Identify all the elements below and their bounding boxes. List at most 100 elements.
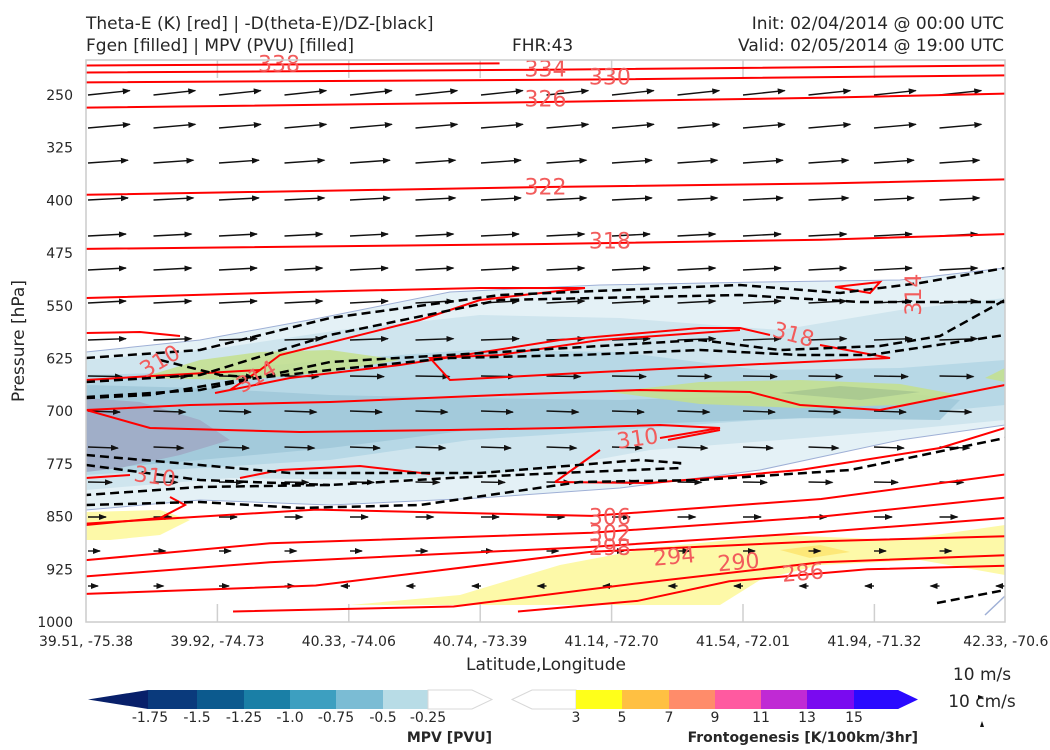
theta-e-contour-286 bbox=[517, 564, 1005, 613]
wind-vector bbox=[677, 408, 711, 415]
wind-vector bbox=[808, 335, 848, 342]
x-tick-label: 39.92, -74.73 bbox=[170, 634, 264, 650]
wind-vector bbox=[1004, 447, 1005, 448]
mpv-colorbar-tick-label: -0.75 bbox=[318, 710, 354, 726]
wind-vector bbox=[808, 265, 848, 272]
wind-vector bbox=[87, 88, 131, 96]
theta-e-contour-306 bbox=[86, 473, 1005, 525]
mpv-colorbar-extend-left bbox=[88, 690, 148, 709]
wind-vector bbox=[218, 444, 250, 451]
contour-label: 302 bbox=[589, 522, 631, 547]
fgen-colorbar-segment bbox=[761, 690, 808, 709]
wind-vector bbox=[677, 157, 719, 164]
wind-vector bbox=[87, 265, 127, 272]
wind-vector bbox=[677, 231, 717, 238]
wind-vector bbox=[873, 444, 905, 451]
wind-vector bbox=[611, 121, 655, 129]
wind-vector bbox=[546, 231, 586, 238]
mpv-fill-core bbox=[86, 398, 230, 472]
wind-vector bbox=[480, 408, 514, 415]
fgen-colorbar-tick-label: 13 bbox=[798, 710, 816, 726]
wind-vector bbox=[939, 265, 979, 272]
mpv-colorbar-label: MPV [PVU] bbox=[407, 730, 492, 746]
y-axis-label: Pressure [hPa] bbox=[9, 280, 29, 402]
theta-e-contour-318 bbox=[86, 233, 1005, 250]
wind-vector bbox=[677, 121, 721, 129]
mpv-fill-strong bbox=[86, 385, 960, 470]
wind-vector bbox=[87, 335, 127, 342]
wind-vector bbox=[87, 373, 123, 380]
chart-title: Theta-E (K) [red] | -D(theta-E)/DZ-[blac… bbox=[86, 13, 434, 57]
wind-vector bbox=[415, 231, 455, 238]
wind-vector bbox=[1004, 127, 1005, 128]
theta-e-contour-302 bbox=[86, 496, 1005, 562]
x-axis-label: Latitude,Longitude bbox=[466, 655, 626, 675]
wind-vector bbox=[1004, 94, 1005, 95]
fgen-colorbar-segment bbox=[715, 690, 762, 709]
time-info: Init: 02/04/2014 @ 00:00 UTC Valid: 02/0… bbox=[738, 13, 1004, 57]
vector-key-horizontal-label: 10 m/s bbox=[953, 665, 1011, 685]
dtheta-e-dz-contour bbox=[86, 453, 682, 497]
contour-label: 318 bbox=[589, 229, 631, 254]
wind-vector bbox=[153, 265, 193, 272]
y-tick-label: 550 bbox=[46, 299, 73, 315]
dtheta-e-dz-contour bbox=[86, 436, 1005, 510]
fgen-colorbar-tick-label: 9 bbox=[711, 710, 720, 726]
contour-label: 290 bbox=[717, 549, 761, 578]
y-axis: 250 325 400 475 550 625 700 775 850 925 1000 bbox=[37, 88, 73, 631]
wind-vector bbox=[87, 157, 129, 164]
wind-vector bbox=[153, 408, 187, 415]
wind-vector bbox=[349, 121, 393, 129]
wind-vector bbox=[808, 121, 852, 129]
wind-vector bbox=[939, 121, 983, 129]
wind-vector bbox=[677, 373, 713, 380]
wind-vector bbox=[284, 298, 324, 305]
x-tick-label: 41.14, -72.70 bbox=[565, 634, 659, 650]
vector-key-vertical-label: 10 cm/s bbox=[948, 692, 1016, 712]
contour-label: 294 bbox=[652, 543, 696, 572]
wind-vector bbox=[808, 444, 840, 451]
contour-label: 314 bbox=[902, 274, 927, 316]
contour-label: 310 bbox=[132, 462, 177, 493]
fgen-colorbar: 3 5 7 9 11 13 15 bbox=[510, 689, 918, 726]
y-tick-label: 625 bbox=[46, 352, 73, 368]
wind-vector bbox=[742, 157, 784, 164]
wind-vector bbox=[153, 88, 197, 96]
wind-vector bbox=[349, 88, 393, 96]
wind-vector bbox=[153, 335, 193, 342]
wind-vector bbox=[284, 444, 316, 451]
y-tick-label: 400 bbox=[46, 193, 73, 209]
mpv-contour-bottom-right bbox=[984, 595, 1005, 616]
wind-vector bbox=[742, 88, 786, 96]
wind-vector bbox=[808, 408, 842, 415]
wind-vector bbox=[742, 231, 782, 238]
wind-vector bbox=[1004, 376, 1005, 377]
wind-vector bbox=[349, 195, 391, 202]
wind-vector bbox=[873, 408, 907, 415]
dtheta-e-dz-contours bbox=[86, 266, 1005, 605]
x-tick-label: 40.74, -73.39 bbox=[433, 634, 527, 650]
wind-vector bbox=[546, 88, 590, 96]
contour-label: 338 bbox=[258, 52, 300, 77]
filled-fields bbox=[86, 267, 1005, 605]
wind-vector bbox=[808, 157, 850, 164]
wind-vector bbox=[611, 335, 651, 342]
y-tick-label: 1000 bbox=[37, 615, 73, 631]
wind-vector bbox=[480, 444, 512, 451]
wind-vector bbox=[218, 298, 258, 305]
wind-vector bbox=[1004, 411, 1005, 412]
wind-vector bbox=[284, 121, 328, 129]
wind-vector bbox=[611, 231, 651, 238]
wind-vector bbox=[939, 157, 981, 164]
theta-e-contour-314-upper bbox=[86, 287, 585, 299]
wind-vector bbox=[742, 265, 782, 272]
vector-key-vertical-arrow bbox=[980, 721, 984, 727]
wind-vector bbox=[349, 373, 385, 380]
dtheta-e-dz-contour bbox=[86, 463, 331, 487]
wind-vector bbox=[1004, 162, 1005, 163]
dtheta-e-dz-contour bbox=[86, 293, 1005, 384]
wind-vector bbox=[742, 298, 782, 305]
wind-vector bbox=[611, 444, 643, 451]
wind-vector bbox=[873, 231, 913, 238]
contour-label: 322 bbox=[525, 175, 567, 200]
